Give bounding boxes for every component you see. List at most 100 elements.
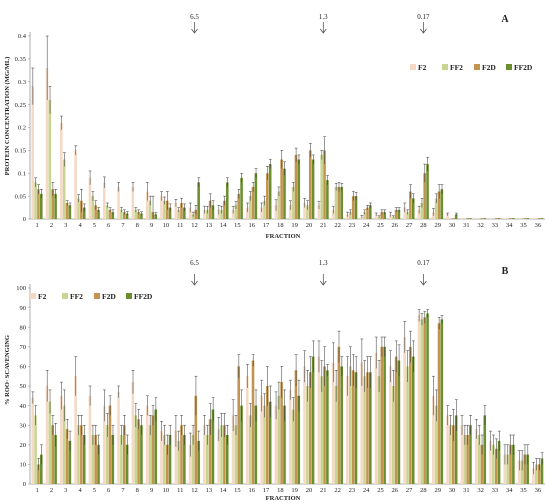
panel-a-bar-ff2-10 xyxy=(163,200,166,219)
panel-b-bar-f2d-25 xyxy=(380,346,384,484)
panel-a-bar-ff2-28 xyxy=(420,202,424,219)
panel-a-y-tick-label: 0.3 xyxy=(18,79,26,86)
panel-a-x-tick-label: 1 xyxy=(36,222,39,229)
panel-a-bar-f2d-21 xyxy=(323,150,326,219)
panel-b-bar-f2d-36 xyxy=(537,464,541,484)
panel-b-bar-ff2d-10 xyxy=(168,435,172,484)
panel-a-bar-f2d-30 xyxy=(452,218,455,219)
panel-a-bar-ff2-22 xyxy=(334,186,338,219)
panel-b-x-tick-label: 15 xyxy=(234,487,241,494)
panel-b-bar-ff2-23 xyxy=(349,366,352,484)
panel-b-bar-f2-14 xyxy=(217,429,220,484)
panel-b-bar-f2d-28 xyxy=(423,317,426,484)
panel-b-marker-arrow-head xyxy=(319,280,327,286)
panel-b-x-tick-label: 25 xyxy=(377,487,384,494)
panel-b-bar-ff2d-5 xyxy=(97,444,100,484)
panel-b-x-tick-label: 8 xyxy=(136,487,139,494)
panel-a-x-tick-label: 24 xyxy=(363,222,370,229)
panel-b-bar-ff2d-18 xyxy=(283,405,286,484)
panel-a-bar-f2-12 xyxy=(188,207,192,219)
panel-b-marker-label: 6.5 xyxy=(190,259,199,267)
panel-a-bar-ff2d-18 xyxy=(283,168,286,219)
panel-b-legend-label-ff2d: FF2D xyxy=(134,292,153,301)
panel-a-bar-ff2-26 xyxy=(391,216,395,219)
panel-a-bar-f2-7 xyxy=(117,186,120,219)
panel-b-x-tick-label: 30 xyxy=(449,487,456,494)
panel-b-x-tick-label: 10 xyxy=(163,487,170,494)
panel-b-bar-ff2d-1 xyxy=(40,454,43,484)
panel-b-bar-ff2d-28 xyxy=(426,313,429,484)
panel-b-bar-f2-36 xyxy=(532,468,535,484)
panel-a-bar-ff2d-23 xyxy=(354,196,358,219)
panel-a-bar-ff2-6 xyxy=(105,205,109,219)
panel-b-bar-f2-17 xyxy=(260,395,263,484)
panel-b-bar-ff2d-16 xyxy=(254,405,258,484)
panel-a-bar-ff2-29 xyxy=(434,198,438,219)
panel-b-bar-f2d-9 xyxy=(151,415,155,484)
panel-b-legend-swatch-ff2d xyxy=(126,293,132,299)
panel-a-x-tick-label: 35 xyxy=(520,222,527,229)
panel-b-bar-f2d-12 xyxy=(194,395,198,484)
panel-b-x-tick-label: 13 xyxy=(206,487,213,494)
panel-b-x-tick-label: 19 xyxy=(291,487,298,494)
panel-a-bar-f2-6 xyxy=(102,182,106,219)
panel-a-bar-ff2-27 xyxy=(406,212,409,219)
panel-a-bar-f2d-6 xyxy=(108,209,112,219)
panel-a-bar-f2d-14 xyxy=(223,200,226,219)
panel-b-x-tick-label: 29 xyxy=(434,487,441,494)
panel-a-legend-swatch-ff2 xyxy=(442,64,448,70)
panel-a-bar-f2d-17 xyxy=(266,173,269,219)
panel-a-x-tick-label: 34 xyxy=(506,222,513,229)
panel-b-bar-ff2-20 xyxy=(306,386,309,484)
panel-a-bar-f2-36 xyxy=(532,218,535,219)
panel-a-bar-f2d-13 xyxy=(208,200,212,219)
panel-a-bar-ff2-20 xyxy=(306,205,309,219)
panel-a-bar-ff2d-35 xyxy=(526,218,529,219)
panel-a-bar-f2-21 xyxy=(317,205,321,219)
panel-b-y-tick-label: 20 xyxy=(20,442,27,449)
panel-b-bar-f2d-23 xyxy=(351,370,355,484)
panel-a-legend-label-ff2: FF2 xyxy=(450,63,463,72)
panel-a-legend-label-f2d: F2D xyxy=(482,63,496,72)
panel-b-marker-label: 1.3 xyxy=(319,259,328,267)
panel-b-y-tick-label: 80 xyxy=(20,324,27,331)
panel-b-x-tick-label: 18 xyxy=(277,487,284,494)
panel-b-bar-f2-28 xyxy=(417,315,421,484)
panel-a-x-tick-label: 8 xyxy=(136,222,139,229)
panel-a-bar-ff2d-17 xyxy=(268,164,272,219)
panel-b-bar-ff2d-24 xyxy=(369,372,372,484)
panel-b-y-tick-label: 50 xyxy=(20,383,27,390)
panel-b-bar-f2-10 xyxy=(160,431,163,484)
panel-b-bar-f2-8 xyxy=(131,382,135,484)
panel-b-bar-f2-2 xyxy=(45,386,49,484)
panel-b-x-tick-label: 23 xyxy=(349,487,356,494)
panel-a-bar-f2-28 xyxy=(417,209,421,219)
panel-a-x-tick-label: 23 xyxy=(349,222,356,229)
panel-a-bar-ff2d-19 xyxy=(297,159,301,219)
panel-b-bar-f2-33 xyxy=(489,440,492,484)
panel-a-bar-ff2d-6 xyxy=(111,212,115,219)
panel-a-bar-f2d-24 xyxy=(366,207,369,219)
panel-a-bar-ff2-9 xyxy=(148,200,152,219)
panel-b-y-tick-label: 60 xyxy=(20,364,27,371)
panel-b-bar-f2-12 xyxy=(188,444,192,484)
panel-a-bar-ff2d-34 xyxy=(512,218,515,219)
panel-b-bar-ff2-7 xyxy=(120,435,123,484)
panel-a-bar-f2-2 xyxy=(45,68,49,220)
panel-b-bar-f2-35 xyxy=(517,460,521,484)
panel-b-marker-arrow-head xyxy=(420,280,427,286)
panel-b-bar-f2-34 xyxy=(503,454,507,484)
panel-b-bar-ff2d-34 xyxy=(512,444,515,484)
panel-a-bar-f2-10 xyxy=(160,196,163,219)
panel-a-bar-ff2-15 xyxy=(234,205,238,219)
panel-b-x-tick-label: 1 xyxy=(36,487,39,494)
panel-a-x-tick-label: 17 xyxy=(263,222,270,229)
panel-a-y-tick-label: 0.05 xyxy=(15,193,26,200)
panel-b-bar-f2-26 xyxy=(389,366,392,484)
panel-b-x-tick-label: 3 xyxy=(64,487,67,494)
panel-a-bar-ff2d-21 xyxy=(326,180,329,219)
panel-a-y-tick-label: 0.25 xyxy=(15,102,26,109)
panel-a-bar-ff2d-10 xyxy=(168,207,172,219)
panel-b-bar-f2d-18 xyxy=(280,382,283,484)
panel-b-bar-ff2d-17 xyxy=(268,401,272,484)
